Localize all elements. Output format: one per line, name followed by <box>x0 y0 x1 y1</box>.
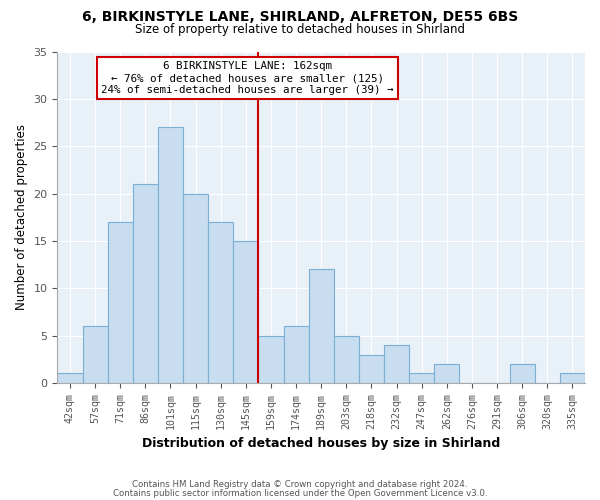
Bar <box>308 270 334 383</box>
Bar <box>409 374 434 383</box>
Bar <box>359 354 384 383</box>
Bar <box>208 222 233 383</box>
Bar <box>133 184 158 383</box>
Bar <box>259 336 284 383</box>
Bar <box>284 326 308 383</box>
Bar <box>434 364 460 383</box>
Bar <box>560 374 585 383</box>
Bar <box>158 128 183 383</box>
Bar <box>233 241 259 383</box>
Bar <box>83 326 107 383</box>
Bar <box>183 194 208 383</box>
Text: Contains HM Land Registry data © Crown copyright and database right 2024.: Contains HM Land Registry data © Crown c… <box>132 480 468 489</box>
Text: 6, BIRKINSTYLE LANE, SHIRLAND, ALFRETON, DE55 6BS: 6, BIRKINSTYLE LANE, SHIRLAND, ALFRETON,… <box>82 10 518 24</box>
Bar <box>384 345 409 383</box>
Text: Contains public sector information licensed under the Open Government Licence v3: Contains public sector information licen… <box>113 488 487 498</box>
Bar <box>509 364 535 383</box>
Bar <box>58 374 83 383</box>
Y-axis label: Number of detached properties: Number of detached properties <box>15 124 28 310</box>
Text: Size of property relative to detached houses in Shirland: Size of property relative to detached ho… <box>135 22 465 36</box>
Bar <box>334 336 359 383</box>
Bar <box>107 222 133 383</box>
X-axis label: Distribution of detached houses by size in Shirland: Distribution of detached houses by size … <box>142 437 500 450</box>
Text: 6 BIRKINSTYLE LANE: 162sqm
← 76% of detached houses are smaller (125)
24% of sem: 6 BIRKINSTYLE LANE: 162sqm ← 76% of deta… <box>101 62 394 94</box>
